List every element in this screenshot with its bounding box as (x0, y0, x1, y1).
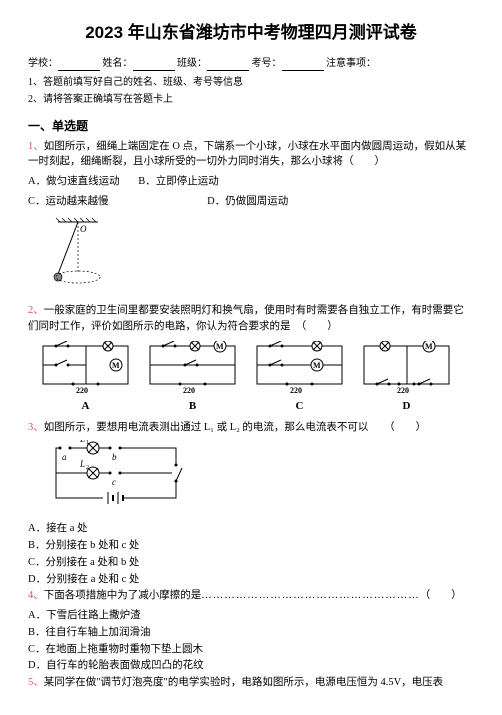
q1-opt-c: C．运动越来越慢 (28, 196, 109, 207)
q2-number: 2、 (28, 305, 44, 316)
svg-text:M: M (216, 342, 224, 351)
circuit-d: M 220 D (359, 341, 454, 415)
q4-opt-d: D．自行车的轮胎表面做成凹凸的花纹 (28, 658, 474, 674)
q2-text: 一般家庭的卫生间里都要安装照明灯和换气扇，使用时有时需要各自独立工作，有时需要它… (28, 305, 464, 332)
q1-opt-a: A．做匀速直线运动 (28, 176, 120, 187)
q3-figure: a L1 b L2 c (48, 440, 474, 516)
circuit-c: M 220 C (252, 341, 347, 415)
circuit-a-svg: M 220 (38, 341, 133, 396)
circuit-a-label: A (38, 398, 133, 415)
svg-text:a: a (62, 452, 67, 462)
circuit-c-label: C (252, 398, 347, 415)
svg-text:1: 1 (86, 440, 89, 446)
question-1: 1、如图所示，细绳上端固定在 O 点，下端系一个小球，小球在水平面内做圆周运动，… (28, 139, 474, 171)
svg-text:L: L (79, 440, 85, 444)
svg-text:M: M (425, 342, 433, 351)
q3-opt-a: A．接在 a 处 (28, 521, 474, 537)
question-5: 5、某同学在做"调节灯泡亮度"的电学实验时，电路如图所示，电源电压恒为 4.5V… (28, 675, 474, 691)
circuit-b-label: B (145, 398, 240, 415)
svg-text:O: O (80, 224, 87, 234)
exam-blank (282, 59, 324, 71)
instruction-2: 2、请将答案正确填写在答题卡上 (28, 92, 474, 107)
name-blank (133, 59, 175, 71)
q1-opt-b: B．立即停止运动 (138, 176, 219, 187)
svg-text:220: 220 (183, 386, 195, 395)
header-info-row: 学校： 姓名： 班级： 考号： 注意事项： (28, 56, 474, 71)
circuit-d-label: D (359, 398, 454, 415)
q1-number: 1、 (28, 141, 44, 152)
q3-opt-b: B．分别接在 b 处和 c 处 (28, 538, 474, 554)
notice-label: 注意事项： (326, 58, 376, 69)
svg-text:b: b (112, 452, 117, 462)
svg-text:L: L (79, 459, 85, 469)
circuit-a: M 220 A (38, 341, 133, 415)
school-label: 学校： (28, 58, 58, 69)
svg-text:220: 220 (290, 386, 302, 395)
q3-opt-d: D．分别接在 a 处和 c 处 (28, 572, 474, 588)
svg-text:2: 2 (86, 465, 89, 471)
pendulum-diagram: O (48, 214, 118, 294)
q4-number: 4、 (28, 590, 44, 601)
svg-text:M: M (313, 361, 321, 370)
q4-paren: （ ） (420, 590, 462, 601)
circuit-b-svg: M 220 (145, 341, 240, 396)
q2-circuits: M 220 A M (38, 341, 474, 415)
q3-text: 如图所示，要想用电流表测出通过 L₁ 或 L₂ 的电流，那么电流表不可以 （ ） (44, 422, 426, 433)
q1-figure: O (48, 214, 474, 300)
class-blank (207, 59, 249, 71)
q5-number: 5、 (28, 677, 44, 688)
exam-label: 考号： (252, 58, 282, 69)
name-label: 姓名： (103, 58, 133, 69)
svg-text:c: c (112, 477, 116, 487)
school-blank (58, 59, 100, 71)
question-3: 3、如图所示，要想用电流表测出通过 L₁ 或 L₂ 的电流，那么电流表不可以 （… (28, 420, 474, 436)
q4-opt-b: B．往自行车轴上加润滑油 (28, 625, 474, 641)
q4-dots: ………………………………………………… (201, 590, 420, 601)
q4-opt-a: A．下雪后往路上撒炉渣 (28, 608, 474, 624)
question-2: 2、一般家庭的卫生间里都要安装照明灯和换气扇，使用时有时需要各自独立工作，有时需… (28, 303, 474, 335)
q1-opt-d: D．仍做圆周运动 (207, 196, 288, 207)
circuit-d-svg: M 220 (359, 341, 454, 396)
svg-text:220: 220 (76, 386, 88, 395)
svg-text:M: M (112, 361, 120, 370)
q3-circuit-svg: a L1 b L2 c (48, 440, 188, 510)
svg-text:220: 220 (397, 386, 409, 395)
q3-number: 3、 (28, 422, 44, 433)
q4-text: 下面各项措施中为了减小摩擦的是 (44, 590, 202, 601)
q1-text: 如图所示，细绳上端固定在 O 点，下端系一个小球，小球在水平面内做圆周运动，假如… (28, 141, 466, 168)
circuit-c-svg: M 220 (252, 341, 347, 396)
section-1-title: 一、单选题 (28, 117, 474, 135)
circuit-b: M 220 B (145, 341, 240, 415)
q1-options-row1: A．做匀速直线运动 B．立即停止运动 (28, 174, 474, 190)
q5-text: 某同学在做"调节灯泡亮度"的电学实验时，电路如图所示，电源电压恒为 4.5V，电… (44, 677, 443, 688)
q1-options-row2: C．运动越来越慢 D．仍做圆周运动 (28, 194, 474, 210)
q4-opt-c: C．在地面上拖重物时重物下垫上圆木 (28, 642, 474, 658)
page-title: 2023 年山东省潍坊市中考物理四月测评试卷 (28, 20, 474, 46)
class-label: 班级： (177, 58, 207, 69)
question-4: 4、下面各项措施中为了减小摩擦的是…………………………………………………（ ） (28, 588, 474, 604)
instruction-1: 1、答题前填写好自己的姓名、班级、考号等信息 (28, 75, 474, 90)
q3-opt-c: C．分别接在 a 处和 b 处 (28, 555, 474, 571)
